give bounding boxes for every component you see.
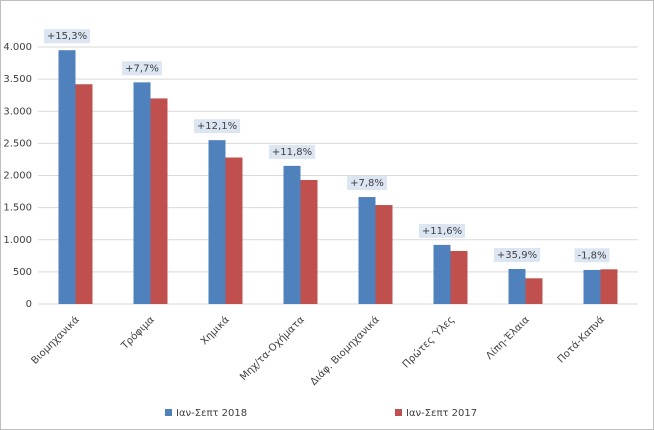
- annotation: +35,9%: [497, 250, 537, 261]
- bar: [525, 278, 543, 304]
- bar: [225, 157, 243, 304]
- annotation: +12,1%: [197, 121, 237, 132]
- annotation-box: [418, 223, 466, 238]
- bar: [450, 250, 468, 304]
- annotation-box: [43, 29, 91, 44]
- annotation: +11,8%: [272, 147, 312, 158]
- bar: [358, 197, 376, 304]
- annotation-box: [122, 61, 162, 76]
- bar: [150, 98, 168, 305]
- y-tick-label: 4.000: [3, 42, 32, 53]
- annotation: +11,6%: [422, 226, 462, 237]
- y-tick-label: 2.500: [3, 138, 32, 149]
- bar: [58, 50, 76, 305]
- annotation-box: [574, 248, 610, 263]
- y-tick-label: 1.000: [3, 235, 32, 246]
- legend-swatch: [165, 409, 172, 416]
- annotation-box: [347, 176, 387, 191]
- legend-swatch: [395, 409, 402, 416]
- bar: [433, 244, 451, 304]
- legend-label: Ιαν-Σεπτ 2017: [406, 408, 477, 419]
- bar: [508, 268, 526, 304]
- bar: [375, 205, 393, 304]
- annotation: +15,3%: [47, 31, 87, 42]
- annotation: +7,7%: [125, 63, 159, 74]
- annotation: +7,8%: [350, 178, 384, 189]
- annotation-box: [268, 144, 316, 159]
- y-tick-label: 3.500: [3, 74, 32, 85]
- annotation-box: [193, 119, 241, 134]
- bar: [133, 82, 151, 305]
- annotation-box: [493, 247, 541, 262]
- bar: [283, 165, 301, 304]
- y-tick-label: 1.500: [3, 203, 32, 214]
- y-tick-label: 0: [26, 299, 32, 310]
- legend-label: Ιαν-Σεπτ 2018: [176, 408, 247, 419]
- bar: [208, 140, 226, 304]
- bar: [583, 269, 601, 304]
- bar: [300, 179, 318, 304]
- bar: [600, 269, 618, 304]
- bar: [75, 84, 93, 304]
- y-tick-label: 2.000: [3, 171, 32, 182]
- annotation: -1,8%: [577, 250, 606, 261]
- y-tick-label: 3.000: [3, 106, 32, 117]
- y-tick-label: 500: [13, 267, 32, 278]
